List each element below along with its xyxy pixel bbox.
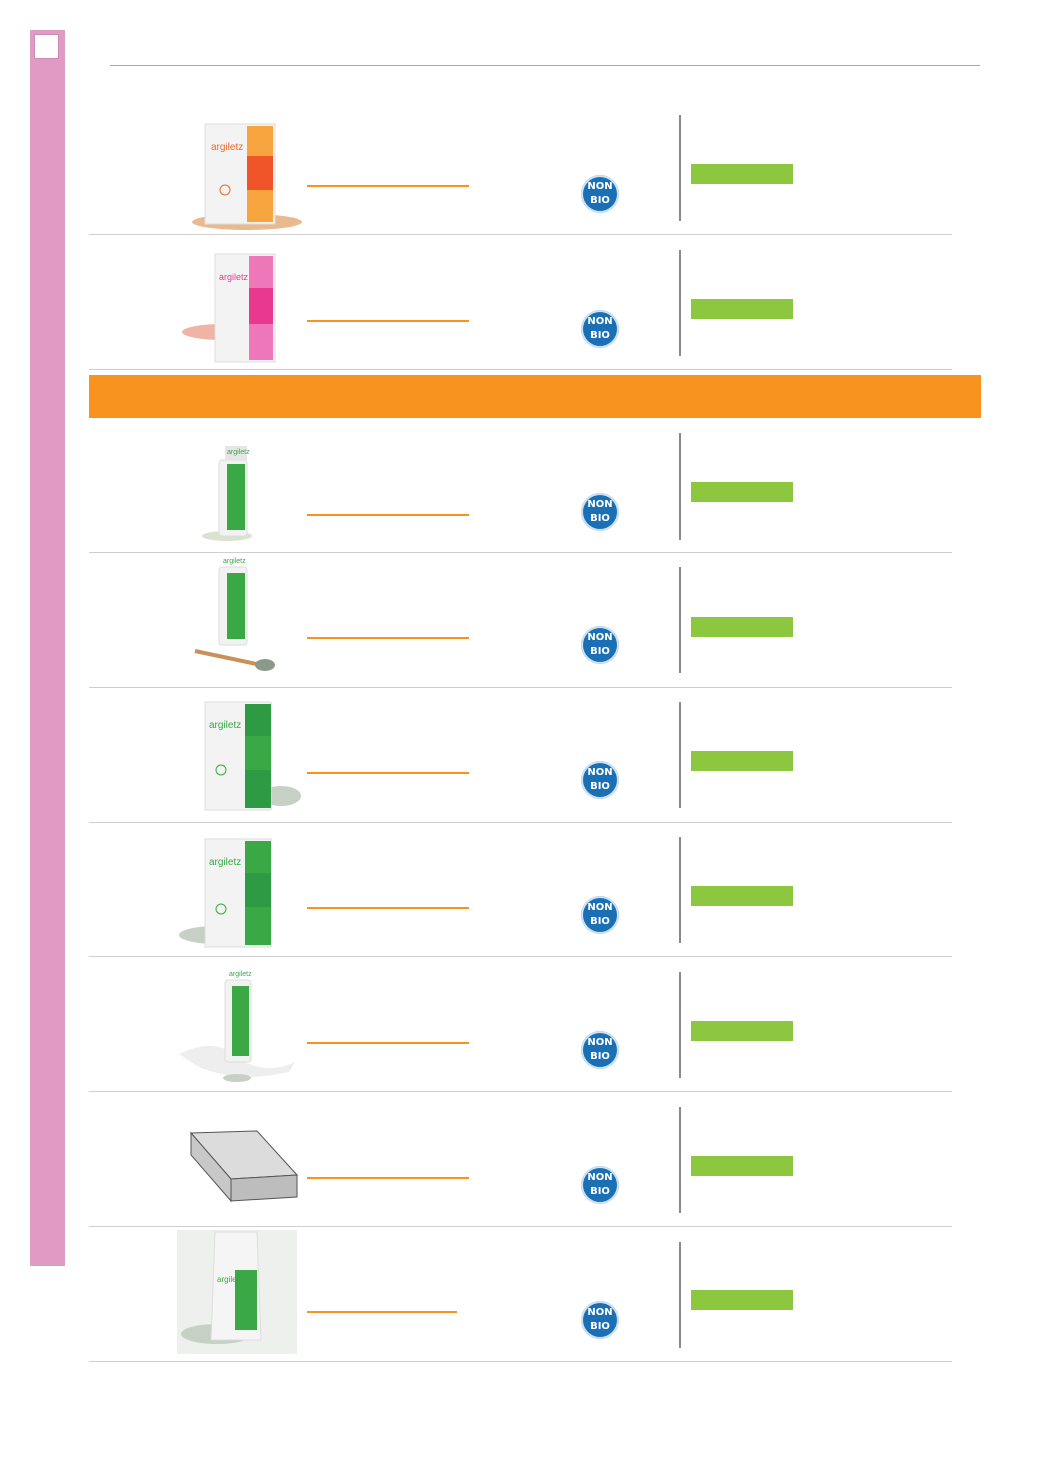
product-name-underline bbox=[307, 1042, 469, 1044]
product-row-green-box-powder: argiletz NON BIO bbox=[89, 823, 952, 958]
product-name-underline bbox=[307, 772, 469, 774]
product-row-clay-block: NON BIO bbox=[89, 1093, 952, 1228]
svg-text:argiletz: argiletz bbox=[209, 857, 241, 868]
column-divider bbox=[679, 115, 681, 221]
svg-text:argiletz: argiletz bbox=[223, 558, 246, 565]
row-divider bbox=[89, 1091, 952, 1092]
row-divider bbox=[89, 234, 952, 235]
svg-text:argiletz: argiletz bbox=[219, 272, 249, 282]
product-row-pink-clay: argiletz NON BIO bbox=[89, 245, 952, 370]
non-bio-badge: NON BIO bbox=[581, 626, 619, 664]
column-divider bbox=[679, 1107, 681, 1213]
column-divider bbox=[679, 972, 681, 1078]
section-header-band bbox=[89, 375, 981, 418]
product-image-green-clay-tube-with-brush: argiletz bbox=[177, 555, 303, 679]
product-name-underline bbox=[307, 185, 469, 187]
price-bar bbox=[691, 299, 793, 319]
product-name-underline bbox=[307, 320, 469, 322]
product-name-underline bbox=[307, 514, 469, 516]
svg-text:argiletz: argiletz bbox=[211, 142, 243, 153]
svg-text:argiletz: argiletz bbox=[217, 1275, 243, 1284]
product-image-green-clay-bag: argiletz bbox=[177, 1230, 297, 1354]
product-image-orange-clay-box: argiletz bbox=[177, 120, 303, 232]
non-bio-badge: NON BIO bbox=[581, 761, 619, 799]
row-divider bbox=[89, 822, 952, 823]
non-bio-badge: NON BIO bbox=[581, 310, 619, 348]
product-row-green-tube-brush: argiletz NON BIO bbox=[89, 553, 952, 688]
non-bio-badge: NON BIO bbox=[581, 896, 619, 934]
product-row-green-tube: argiletz NON BIO bbox=[89, 428, 952, 553]
product-name-underline bbox=[307, 907, 469, 909]
price-bar bbox=[691, 164, 793, 184]
price-bar bbox=[691, 482, 793, 502]
price-bar bbox=[691, 1021, 793, 1041]
price-bar bbox=[691, 617, 793, 637]
row-divider bbox=[89, 687, 952, 688]
svg-text:argiletz: argiletz bbox=[209, 720, 241, 731]
non-bio-badge: NON BIO bbox=[581, 493, 619, 531]
column-divider bbox=[679, 702, 681, 808]
product-name-underline bbox=[307, 1311, 457, 1313]
price-bar bbox=[691, 751, 793, 771]
svg-text:argiletz: argiletz bbox=[227, 449, 250, 456]
row-divider bbox=[89, 1361, 952, 1362]
row-divider bbox=[89, 552, 952, 553]
product-image-green-clay-tube: argiletz bbox=[177, 432, 303, 550]
price-bar bbox=[691, 1156, 793, 1176]
product-row-orange-clay: argiletz NON BIO bbox=[89, 110, 952, 235]
row-divider bbox=[89, 956, 952, 957]
non-bio-badge: NON BIO bbox=[581, 1301, 619, 1339]
column-divider bbox=[679, 567, 681, 673]
product-image-green-clay-box: argiletz bbox=[177, 696, 303, 814]
product-row-green-box: argiletz NON BIO bbox=[89, 688, 952, 823]
product-name-underline bbox=[307, 1177, 469, 1179]
price-bar bbox=[691, 886, 793, 906]
product-image-green-clay-box-powder: argiletz bbox=[177, 831, 303, 951]
row-divider bbox=[89, 1226, 952, 1227]
column-divider bbox=[679, 433, 681, 540]
svg-text:argiletz: argiletz bbox=[229, 971, 252, 978]
column-divider bbox=[679, 250, 681, 356]
price-bar bbox=[691, 1290, 793, 1310]
page-number-box bbox=[34, 34, 59, 59]
product-image-clay-block bbox=[177, 1127, 303, 1207]
product-image-green-clay-tube-white: argiletz bbox=[177, 966, 303, 1086]
non-bio-badge: NON BIO bbox=[581, 175, 619, 213]
product-image-pink-clay-box: argiletz bbox=[177, 250, 303, 365]
non-bio-badge: NON BIO bbox=[581, 1031, 619, 1069]
row-divider bbox=[89, 369, 952, 370]
product-row-green-bag: argiletz NON BIO bbox=[89, 1228, 952, 1363]
product-name-underline bbox=[307, 637, 469, 639]
product-row-green-tube-white: argiletz NON BIO bbox=[89, 958, 952, 1093]
top-rule bbox=[110, 65, 980, 66]
non-bio-badge: NON BIO bbox=[581, 1166, 619, 1204]
column-divider bbox=[679, 1242, 681, 1348]
column-divider bbox=[679, 837, 681, 943]
page-sidebar bbox=[30, 30, 65, 1266]
